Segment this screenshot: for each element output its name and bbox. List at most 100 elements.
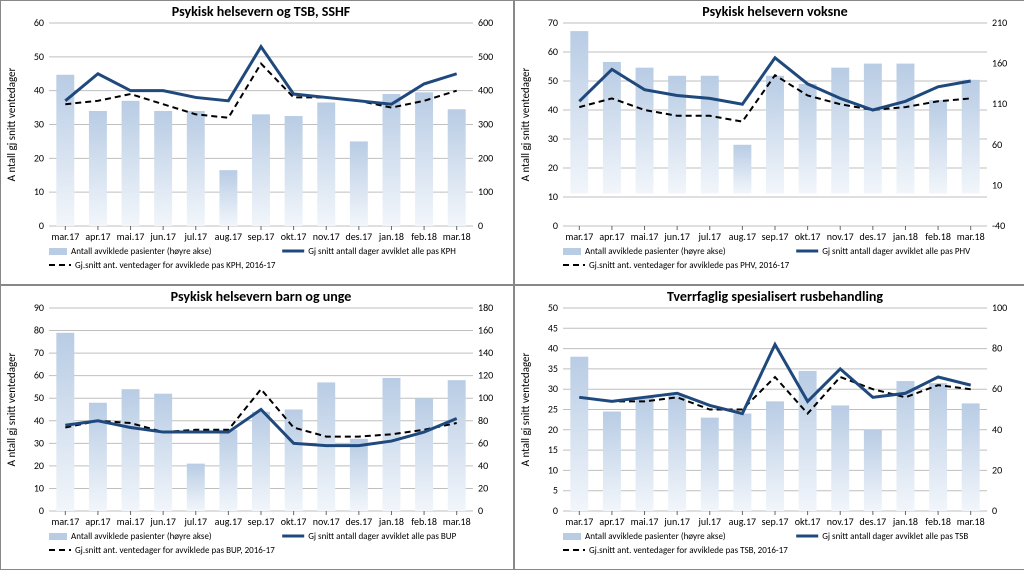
right-tick: 0 [478, 219, 483, 232]
x-tick-label: sep.17 [762, 230, 789, 243]
right-tick: 400 [478, 84, 493, 97]
bar [56, 333, 74, 511]
bar [799, 84, 817, 194]
legend-line-label: Gj snitt antall dager avviklet alle pas … [308, 531, 456, 542]
right-tick: 210 [992, 16, 1007, 29]
bar [570, 357, 588, 511]
left-tick: 10 [548, 463, 558, 476]
left-tick: 40 [34, 84, 44, 97]
x-tick-label: jun.17 [149, 230, 176, 243]
x-tick-label: apr.17 [599, 515, 624, 528]
right-tick: -40 [992, 219, 1005, 232]
left-tick: 30 [34, 436, 44, 449]
x-tick-label: aug.17 [729, 515, 756, 528]
chart-panel: 05101520253035404550020406080100mar.17ap… [515, 286, 1024, 569]
x-tick-label: aug.17 [215, 230, 242, 243]
legend-bar-icon [49, 533, 67, 540]
chart-title: Tverrfaglig spesialisert rusbehandling [667, 288, 883, 305]
x-tick-label: des.17 [345, 515, 372, 528]
x-tick-label: jul.17 [697, 230, 721, 243]
x-tick-label: apr.17 [85, 515, 110, 528]
legend-bar-icon [563, 248, 581, 255]
left-tick: 20 [548, 161, 558, 174]
left-tick: 10 [34, 481, 44, 494]
left-tick: 0 [39, 504, 44, 517]
bar [570, 31, 588, 193]
bar [382, 94, 400, 226]
bar [252, 412, 270, 511]
right-tick: 120 [478, 369, 493, 382]
x-tick-label: des.17 [345, 230, 372, 243]
x-tick-label: jan.18 [892, 230, 918, 243]
x-tick-label: feb.18 [411, 515, 437, 528]
bar [896, 381, 914, 511]
bar [962, 403, 980, 511]
x-tick-label: mar.17 [51, 230, 79, 243]
left-tick: 60 [34, 369, 44, 382]
legend-line-label: Gj snitt antall dager avviklet alle pas … [308, 246, 456, 257]
x-tick-label: jul.17 [697, 515, 721, 528]
left-tick: 30 [548, 132, 558, 145]
bar [415, 398, 433, 511]
x-tick-label: sep.17 [248, 515, 275, 528]
x-tick-label: mar.18 [443, 515, 471, 528]
x-tick-label: sep.17 [248, 230, 275, 243]
left-tick: 30 [34, 118, 44, 131]
x-tick-label: feb.18 [411, 230, 437, 243]
legend-line-label: Gj snitt antall dager avviklet alle pas … [822, 246, 971, 257]
x-tick-label: aug.17 [215, 515, 242, 528]
x-tick-label: mar.18 [443, 230, 471, 243]
bar [415, 92, 433, 226]
right-tick: 20 [478, 481, 488, 494]
left-tick: 50 [34, 391, 44, 404]
x-tick-label: apr.17 [599, 230, 624, 243]
left-tick: 20 [548, 423, 558, 436]
left-tick: 60 [548, 45, 558, 58]
left-tick: 40 [34, 414, 44, 427]
legend-bar-label: Antall avviklede pasienter (høyre akse) [71, 531, 212, 542]
legend-dash-label: Gj.snitt ant. ventedager for avviklede p… [75, 545, 275, 556]
chart-title: Psykisk helsevern barn og unge [171, 288, 352, 305]
bar [382, 378, 400, 511]
left-tick: 50 [548, 301, 558, 314]
panel-2: 0102030405060708090020406080100120140160… [0, 285, 514, 570]
bar [317, 103, 335, 226]
left-tick: 35 [548, 362, 558, 375]
bar [962, 80, 980, 194]
left-tick: 70 [548, 16, 558, 29]
bar [701, 76, 719, 194]
bar [89, 111, 107, 226]
right-tick: 200 [478, 151, 493, 164]
chart-title: Psykisk helsevern voksne [702, 3, 847, 20]
right-tick: 10 [992, 178, 1002, 191]
bar [187, 111, 205, 226]
bar [448, 109, 466, 226]
bar [350, 141, 368, 226]
bar [929, 100, 947, 193]
bar [733, 145, 751, 194]
legend-bar-label: Antall avviklede pasienter (høyre akse) [585, 246, 726, 257]
chart-panel: 01020304050600100200300400500600mar.17ap… [1, 1, 513, 284]
bar [831, 68, 849, 194]
left-tick: 0 [39, 219, 44, 232]
left-tick: 10 [548, 190, 558, 203]
chart-title: Psykisk helsevern og TSB, SSHF [172, 3, 351, 20]
x-tick-label: okt.17 [795, 230, 821, 243]
x-tick-label: mai.17 [631, 230, 659, 243]
left-tick: 40 [548, 342, 558, 355]
left-tick: 0 [553, 219, 558, 232]
legend-bar-label: Antall avviklede pasienter (høyre akse) [585, 531, 726, 542]
left-tick: 90 [34, 301, 44, 314]
x-tick-label: okt.17 [281, 230, 307, 243]
left-tick: 50 [34, 50, 44, 63]
x-tick-label: nov.17 [827, 230, 854, 243]
y-axis-label: A ntall gj snitt ventedager [5, 352, 18, 466]
y-axis-label: A ntall gj snitt ventedager [519, 352, 532, 466]
bar [864, 430, 882, 511]
x-tick-label: okt.17 [795, 515, 821, 528]
left-tick: 70 [34, 346, 44, 359]
x-tick-label: mar.17 [565, 515, 593, 528]
panel-1: 010203040506070-401060110160210mar.17apr… [514, 0, 1024, 285]
x-tick-label: jan.18 [378, 230, 404, 243]
left-tick: 15 [548, 443, 558, 456]
